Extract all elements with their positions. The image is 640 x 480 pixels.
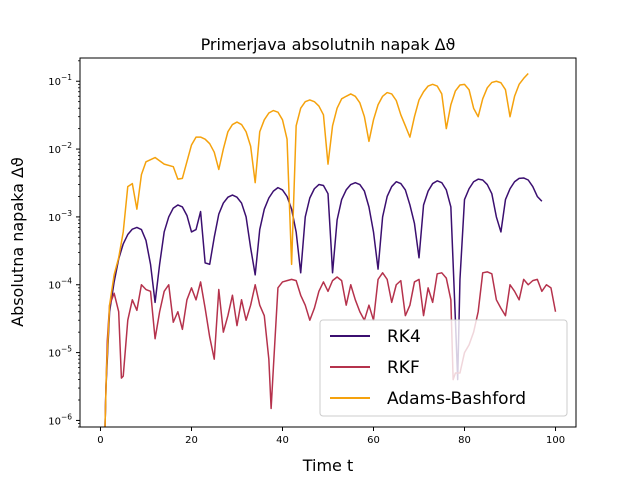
y-tick-label: 10−5 (48, 345, 72, 360)
x-tick-label: 20 (185, 435, 198, 446)
series-line-2 (104, 271, 557, 427)
y-tick-label: 10−4 (48, 277, 72, 292)
y-tick-label: 10−3 (48, 209, 72, 224)
legend-label-1: RK4 (387, 327, 421, 347)
legend-label-2: RKF (387, 358, 420, 378)
legend-label-3: Adams-Bashford (387, 389, 526, 409)
legend-box (319, 319, 568, 417)
x-tick-label: 100 (546, 435, 565, 446)
x-tick-label: 60 (367, 435, 380, 446)
y-tick-label: 10−6 (48, 412, 72, 427)
series-line-3 (104, 72, 529, 427)
legend: RK4 RKF Adams-Bashford (319, 319, 568, 417)
y-axis: 10−6 10−5 10−4 10−3 10−2 10−1 (48, 60, 80, 427)
y-tick-label: 10−2 (48, 141, 72, 156)
y-axis-label: Absolutna napaka Δϑ (8, 157, 27, 327)
x-tick-label: 40 (276, 435, 289, 446)
chart-title: Primerjava absolutnih napak Δϑ (201, 35, 456, 54)
y-tick-label: 10−1 (48, 73, 72, 88)
plot-area (104, 72, 557, 427)
x-axis-label: Time t (302, 456, 354, 475)
series-line-1 (104, 177, 543, 427)
x-tick-label: 0 (97, 435, 103, 446)
plot-frame (79, 57, 577, 428)
x-tick-label: 80 (458, 435, 471, 446)
x-axis: 0 20 40 60 80 100 (97, 427, 565, 446)
